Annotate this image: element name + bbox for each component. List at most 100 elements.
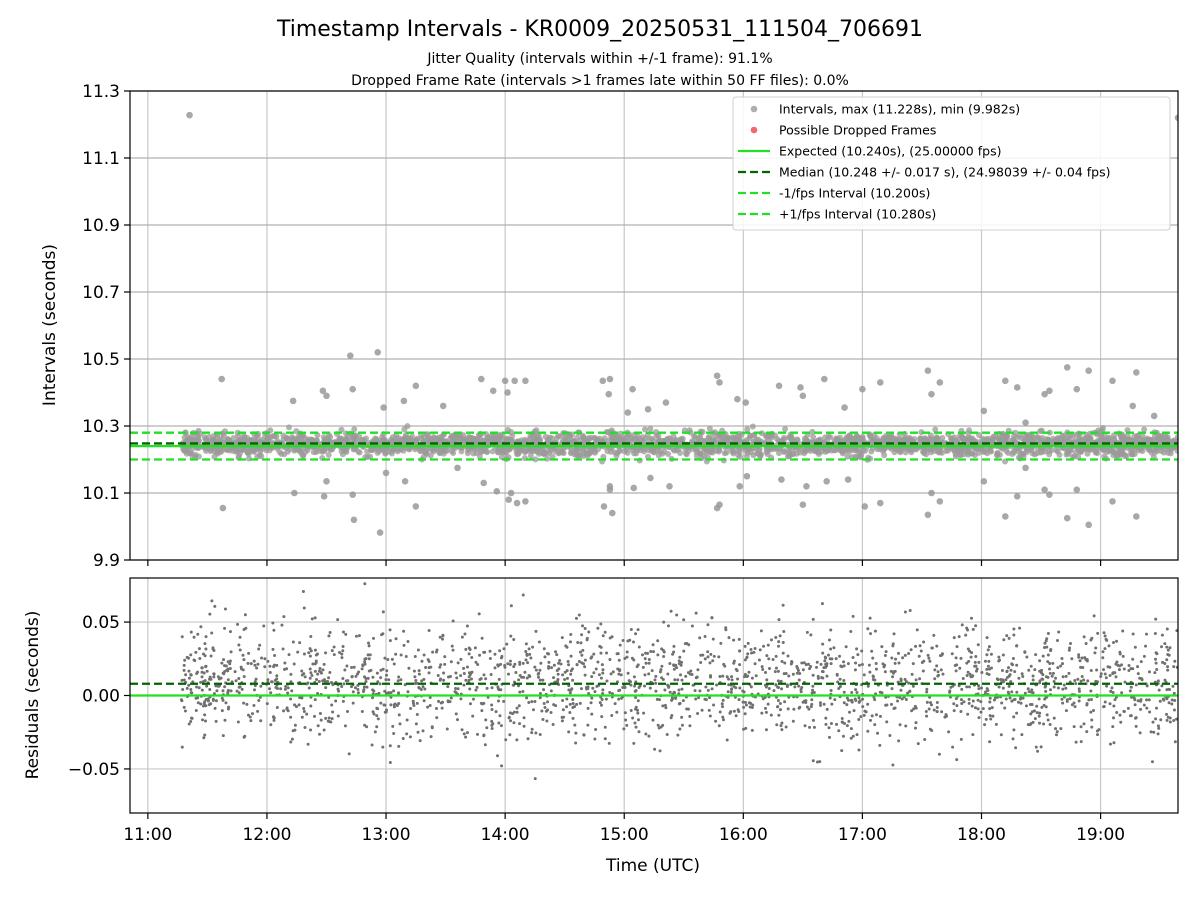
residual-point <box>1113 698 1117 702</box>
residual-point <box>851 614 855 618</box>
residual-point <box>379 668 383 672</box>
residual-point <box>643 673 647 677</box>
residual-point <box>800 661 804 665</box>
residual-point <box>807 707 811 711</box>
residual-point <box>248 715 252 719</box>
interval-point <box>432 446 439 453</box>
residual-point <box>203 642 207 646</box>
residual-point <box>954 656 958 660</box>
interval-outlier-point <box>1073 385 1081 393</box>
residual-point <box>979 700 983 704</box>
residual-point <box>292 662 296 666</box>
residual-point <box>656 639 660 643</box>
residual-point <box>411 699 415 703</box>
residual-point <box>415 712 419 716</box>
residual-point <box>1138 676 1142 680</box>
residual-point <box>199 680 203 684</box>
residual-point <box>530 700 534 704</box>
residual-point <box>285 706 289 710</box>
residual-point <box>891 642 895 646</box>
interval-point <box>780 436 787 443</box>
residual-point <box>1074 682 1078 686</box>
residual-point <box>706 650 710 654</box>
residual-point <box>721 718 725 722</box>
residual-point <box>297 703 301 707</box>
intervals-y-tick-label: 11.3 <box>82 82 120 102</box>
residual-point <box>632 658 636 662</box>
residual-point <box>635 665 639 669</box>
residual-point <box>375 725 379 729</box>
residual-point <box>1111 725 1115 729</box>
residual-point <box>321 668 325 672</box>
interval-point <box>957 432 964 439</box>
residual-point <box>518 660 522 664</box>
residual-point <box>313 669 317 673</box>
residual-point <box>811 617 815 621</box>
residual-point <box>454 686 458 690</box>
interval-point <box>723 436 730 443</box>
residual-point <box>190 691 194 695</box>
residual-point <box>514 671 518 675</box>
residual-point <box>470 677 474 681</box>
residual-point <box>242 658 246 662</box>
residual-point <box>499 662 503 666</box>
residual-point <box>383 689 387 693</box>
interval-outlier-point <box>186 111 193 119</box>
residual-point <box>1114 675 1118 679</box>
residual-point <box>214 719 218 723</box>
interval-outlier-point <box>629 385 636 393</box>
residual-point <box>933 677 937 681</box>
residual-point <box>781 651 785 655</box>
residual-point <box>182 678 186 682</box>
residual-point <box>390 657 394 661</box>
residual-point <box>1034 653 1038 657</box>
residual-point <box>908 609 912 613</box>
residual-point <box>663 703 667 707</box>
residual-point <box>200 675 204 679</box>
residual-point <box>498 714 502 718</box>
x-tick-label: 13:00 <box>362 825 411 845</box>
residual-point <box>500 764 504 768</box>
residual-point <box>401 737 405 741</box>
residual-point <box>781 603 785 607</box>
residual-point <box>379 701 383 705</box>
interval-outlier-point <box>319 387 327 395</box>
residual-point <box>961 676 965 680</box>
residual-point <box>789 662 793 666</box>
residual-point <box>678 727 682 731</box>
residual-point <box>303 675 307 679</box>
residual-point <box>228 666 232 670</box>
residual-point <box>811 759 815 763</box>
interval-point <box>809 428 816 435</box>
residual-point <box>777 618 781 622</box>
residual-point <box>623 685 627 689</box>
residual-point <box>1160 684 1164 688</box>
residual-point <box>679 673 683 677</box>
residual-point <box>560 636 564 640</box>
interval-outlier-point <box>376 529 384 536</box>
interval-point <box>932 436 939 443</box>
residual-point <box>364 680 368 684</box>
interval-outlier-point <box>924 511 932 519</box>
residual-point <box>967 685 971 689</box>
residual-point <box>575 702 579 706</box>
residual-point <box>229 689 233 693</box>
interval-point <box>322 437 329 444</box>
residual-point <box>914 678 918 682</box>
residual-point <box>242 735 246 739</box>
residual-point <box>498 649 502 653</box>
residual-point <box>712 703 716 707</box>
residual-point <box>574 616 578 620</box>
residual-point <box>1145 632 1149 636</box>
residual-point <box>205 684 209 688</box>
residual-point <box>1150 760 1154 764</box>
residual-point <box>243 613 247 617</box>
residual-point <box>541 717 545 721</box>
residual-point <box>200 666 204 670</box>
residual-point <box>462 672 466 676</box>
interval-point <box>737 453 744 460</box>
residual-point <box>896 699 900 703</box>
residual-point <box>601 634 605 638</box>
residual-point <box>1049 649 1053 653</box>
residual-point <box>1046 718 1050 722</box>
